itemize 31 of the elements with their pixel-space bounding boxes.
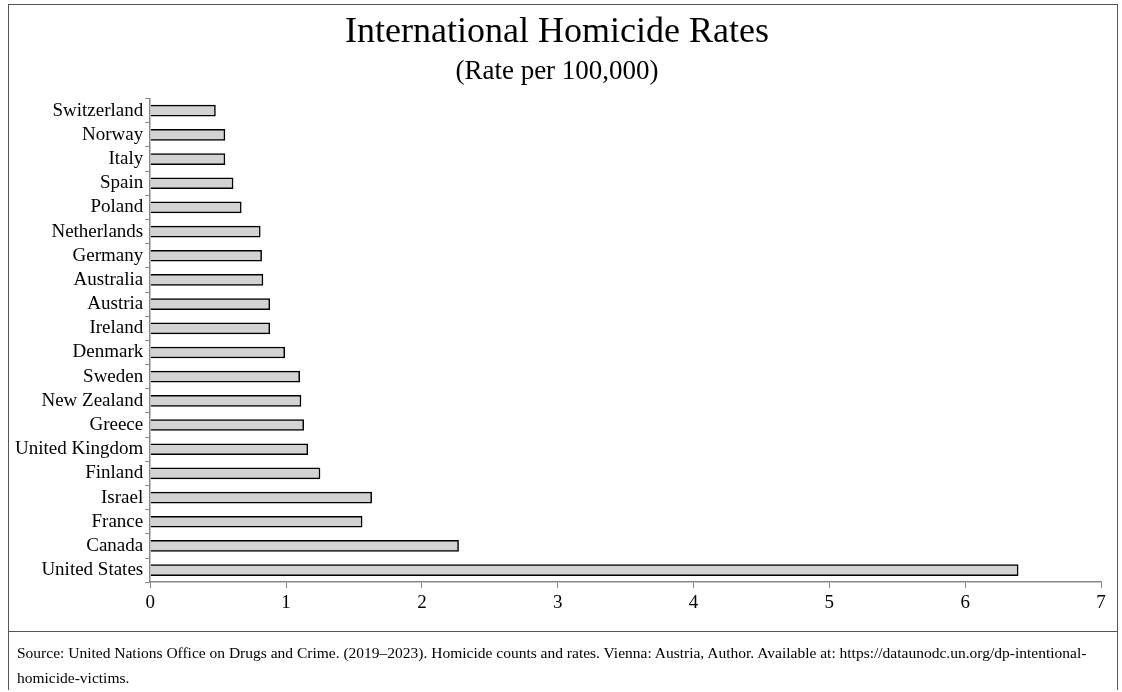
- y-tick-label: Austria: [87, 292, 144, 314]
- y-tick-label: New Zealand: [41, 388, 144, 410]
- x-tick-label: 6: [960, 590, 970, 612]
- x-tick-label: 1: [281, 590, 291, 612]
- y-tick-label: Greece: [89, 413, 144, 435]
- y-tick-label: Denmark: [72, 340, 144, 362]
- x-tick-label: 5: [824, 590, 835, 612]
- x-tick-label: 3: [552, 590, 563, 612]
- y-tick-label: Netherlands: [51, 219, 144, 241]
- y-tick-label: Italy: [108, 147, 144, 169]
- y-tick-label: Norway: [82, 122, 144, 144]
- y-tick-label: Poland: [90, 195, 144, 217]
- y-tick-label: Ireland: [89, 316, 144, 338]
- y-tick-label: France: [91, 509, 144, 531]
- y-tick-label: Switzerland: [52, 98, 144, 120]
- y-tick-label: Israel: [101, 485, 144, 507]
- y-tick-label: United Kingdom: [14, 437, 144, 459]
- chart-subtitle: (Rate per 100,000): [455, 55, 659, 86]
- x-tick-label: 7: [1096, 590, 1106, 612]
- y-tick-label: Finland: [85, 461, 144, 483]
- y-tick-label: United States: [41, 558, 144, 580]
- x-tick-label: 2: [417, 590, 427, 612]
- y-tick-label: Sweden: [83, 364, 144, 386]
- chart-title: International Homicide Rates: [345, 10, 769, 51]
- y-tick-label: Canada: [86, 533, 144, 555]
- x-tick-label: 4: [688, 590, 699, 612]
- y-tick-label: Germany: [72, 243, 144, 265]
- source-note: Source: United Nations Office on Drugs and Crime. (2019–2023). Homicide counts and rates. Vienna: Austria, Author. Available at: https://dataunodc.un.org/dp-intentional-homicide-victims.: [17, 643, 1088, 688]
- x-tick-label: 0: [145, 590, 155, 612]
- y-tick-label: Australia: [73, 267, 144, 289]
- y-tick-label: Spain: [99, 171, 144, 193]
